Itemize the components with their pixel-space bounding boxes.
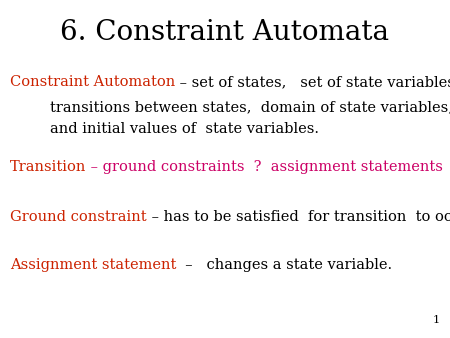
Text: – has to be satisfied  for transition  to occur.: – has to be satisfied for transition to … — [147, 210, 450, 224]
Text: 6. Constraint Automata: 6. Constraint Automata — [60, 19, 390, 46]
Text: and initial values of  state variables.: and initial values of state variables. — [50, 122, 319, 136]
Text: Ground constraint: Ground constraint — [10, 210, 147, 224]
Text: 1: 1 — [433, 315, 440, 325]
Text: Transition: Transition — [10, 160, 86, 174]
Text: Assignment statement: Assignment statement — [10, 258, 176, 272]
Text: Constraint Automaton: Constraint Automaton — [10, 75, 175, 89]
Text: –   changes a state variable.: – changes a state variable. — [176, 258, 392, 272]
Text: – ground constraints  ?  assignment statements: – ground constraints ? assignment statem… — [86, 160, 443, 174]
Text: transitions between states,  domain of state variables,: transitions between states, domain of st… — [50, 100, 450, 114]
Text: – set of states,   set of state variables,: – set of states, set of state variables, — [175, 75, 450, 89]
